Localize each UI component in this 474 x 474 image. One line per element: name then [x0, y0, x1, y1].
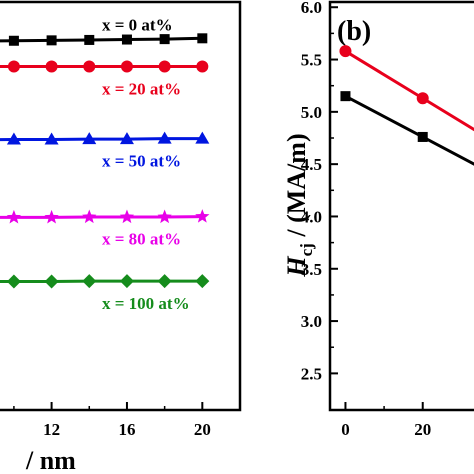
data-point	[196, 60, 209, 73]
data-point	[84, 34, 95, 45]
data-point	[197, 33, 208, 44]
panel-b-y-axis-label: Hcj / (MA/m)	[282, 133, 316, 277]
data-point	[339, 45, 352, 58]
panel-a: 12 16 20 / nm x = 0 at% x = 20 at% x = 50 at% x…	[0, 0, 242, 474]
data-point	[158, 60, 171, 73]
legend-entry: x = 100 at%	[102, 294, 190, 313]
data-point	[416, 92, 429, 105]
data-point	[6, 209, 22, 224]
series-line-3	[0, 215, 203, 219]
data-point	[157, 209, 172, 224]
x-tick-label: 0	[341, 420, 350, 439]
data-point	[119, 209, 135, 224]
x-tick-label: 20	[194, 420, 211, 439]
data-point	[195, 209, 210, 223]
y-tick-label: 5.0	[301, 103, 322, 122]
y-tick-label: 3.5	[301, 260, 322, 279]
data-point	[44, 132, 59, 145]
y-tick-label: 4.5	[301, 155, 322, 174]
y-tick-label: 2.5	[301, 364, 322, 383]
legend-entry: x = 20 at%	[102, 79, 181, 98]
data-point	[157, 131, 172, 144]
data-point	[7, 60, 20, 73]
data-point	[8, 35, 19, 46]
data-point	[119, 274, 134, 289]
data-point	[44, 209, 59, 224]
data-point	[6, 274, 21, 289]
data-point	[6, 132, 21, 145]
panel-a-x-axis-label: / nm	[25, 446, 76, 474]
data-point	[120, 60, 133, 73]
data-point	[82, 274, 97, 289]
series-line-2	[0, 137, 203, 142]
y-tick-label: 5.5	[301, 51, 322, 70]
panel-b-frame	[328, 0, 474, 412]
series-line-0	[0, 36, 203, 43]
data-point	[340, 91, 351, 102]
data-point	[82, 209, 97, 224]
y-tick-label: 6.0	[301, 0, 322, 17]
legend-entry: x = 50 at%	[102, 152, 181, 171]
data-point	[119, 132, 134, 145]
data-point	[195, 274, 210, 289]
y-tick-label: 3.0	[301, 312, 322, 331]
x-tick-label: 12	[43, 420, 60, 439]
data-point	[83, 60, 96, 73]
y-tick-label: 4.0	[301, 207, 322, 226]
x-tick-label: 16	[118, 420, 135, 439]
data-point	[44, 274, 59, 289]
data-point	[46, 35, 57, 46]
series-line-b-1	[344, 94, 474, 166]
legend-entry: x = 0 at%	[102, 15, 173, 34]
panel-a-frame	[0, 0, 242, 412]
x-tick-label: 20	[414, 420, 431, 439]
data-point	[417, 131, 428, 142]
data-point	[195, 131, 210, 144]
panel-b-label: (b)	[337, 16, 371, 47]
panel-b: 2.5 3.0 3.5 4.0 4.5 5.0 5.5 6.0 0 20 (b) Hcj / (MA/…	[282, 0, 474, 439]
legend-entry: x = 80 at%	[102, 230, 181, 249]
data-point	[159, 34, 170, 45]
data-point	[45, 60, 58, 73]
data-point	[121, 34, 132, 45]
data-point	[157, 274, 172, 289]
data-point	[82, 132, 97, 145]
